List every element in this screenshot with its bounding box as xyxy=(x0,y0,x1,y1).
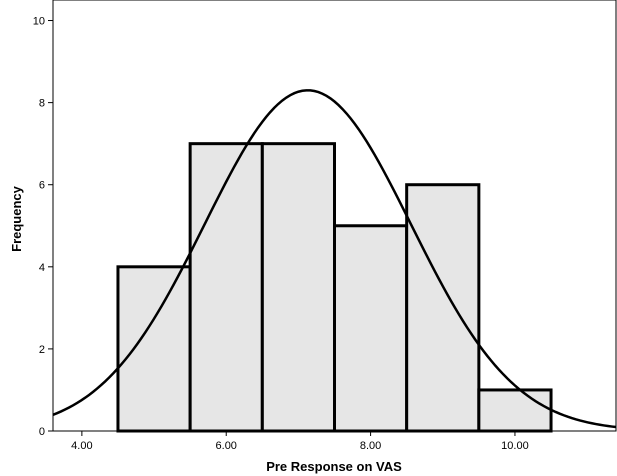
histogram-bar-5 xyxy=(405,183,481,433)
histogram-bar-6 xyxy=(477,388,553,433)
y-tick-label: 10 xyxy=(33,16,45,28)
y-tick-label: 2 xyxy=(39,344,45,356)
y-tick-label: 6 xyxy=(39,180,45,192)
histogram-bar-1 xyxy=(116,265,192,433)
y-tick-label: 0 xyxy=(39,426,45,438)
x-tick-label: 8.00 xyxy=(360,440,381,452)
histogram-bar-2 xyxy=(188,142,264,433)
normal-curve xyxy=(52,89,617,429)
x-axis-title: Pre Response on VAS xyxy=(266,459,402,474)
y-tick-label: 8 xyxy=(39,98,45,110)
x-tick-label: 10.00 xyxy=(501,440,529,452)
x-axis: 4.00 6.00 8.00 10.00 xyxy=(71,431,529,452)
histogram-bar-4 xyxy=(333,224,409,433)
x-tick-label: 6.00 xyxy=(216,440,237,452)
y-axis: 0 2 4 6 8 10 xyxy=(33,16,53,438)
y-tick-label: 4 xyxy=(39,262,45,274)
x-tick-label: 4.00 xyxy=(71,440,92,452)
histogram-bar-3 xyxy=(260,142,337,433)
y-axis-title: Frequency xyxy=(9,185,24,252)
